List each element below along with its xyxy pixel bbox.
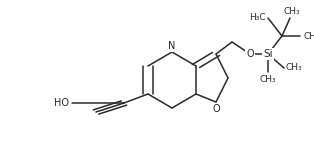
Text: O: O <box>246 49 254 59</box>
Text: CH₃: CH₃ <box>284 7 300 16</box>
Text: CH₃: CH₃ <box>260 75 276 84</box>
Text: H₃C: H₃C <box>249 14 266 22</box>
Text: CH₃: CH₃ <box>303 32 314 41</box>
Text: N: N <box>168 41 176 51</box>
Text: Si: Si <box>263 49 273 59</box>
Text: HO: HO <box>54 98 69 108</box>
Text: O: O <box>212 104 220 114</box>
Text: CH₃: CH₃ <box>286 63 303 73</box>
